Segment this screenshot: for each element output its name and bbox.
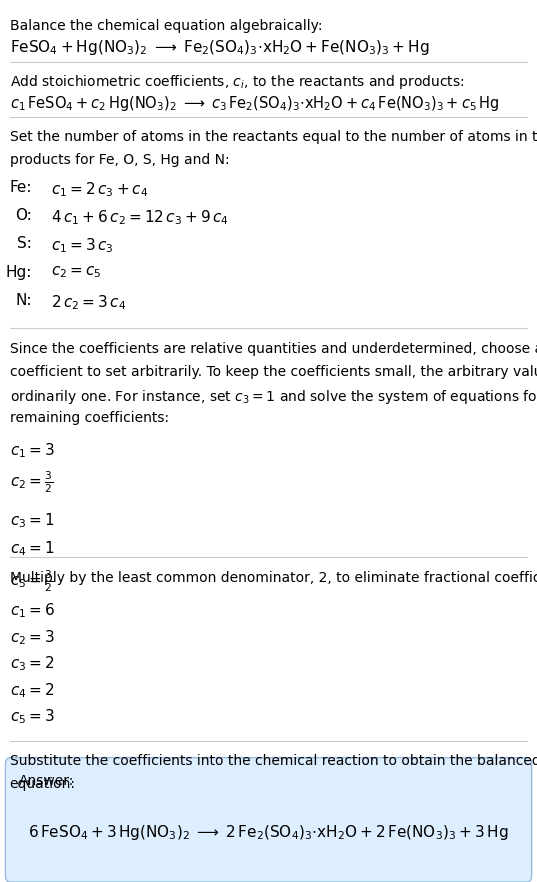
Text: equation:: equation: <box>10 777 76 791</box>
Text: $c_5 = \frac{3}{2}$: $c_5 = \frac{3}{2}$ <box>10 568 53 594</box>
Text: coefficient to set arbitrarily. To keep the coefficients small, the arbitrary va: coefficient to set arbitrarily. To keep … <box>10 365 537 379</box>
Text: S:: S: <box>17 236 32 251</box>
Text: Answer:: Answer: <box>19 774 75 788</box>
Text: Fe:: Fe: <box>10 180 32 195</box>
Text: Multiply by the least common denominator, 2, to eliminate fractional coefficient: Multiply by the least common denominator… <box>10 571 537 585</box>
Text: $2\,c_2 = 3\,c_4$: $2\,c_2 = 3\,c_4$ <box>51 293 126 311</box>
Text: $c_2 = 3$: $c_2 = 3$ <box>10 628 55 647</box>
Text: $c_4 = 2$: $c_4 = 2$ <box>10 681 54 699</box>
Text: $c_2 = c_5$: $c_2 = c_5$ <box>51 265 101 280</box>
Text: Add stoichiometric coefficients, $c_i$, to the reactants and products:: Add stoichiometric coefficients, $c_i$, … <box>10 73 465 91</box>
Text: Set the number of atoms in the reactants equal to the number of atoms in the: Set the number of atoms in the reactants… <box>10 130 537 144</box>
Text: $4\,c_1 + 6\,c_2 = 12\,c_3 + 9\,c_4$: $4\,c_1 + 6\,c_2 = 12\,c_3 + 9\,c_4$ <box>51 208 229 227</box>
Text: $c_4 = 1$: $c_4 = 1$ <box>10 540 54 558</box>
Text: O:: O: <box>16 208 32 223</box>
Text: $c_1 = 3\,c_3$: $c_1 = 3\,c_3$ <box>51 236 114 255</box>
Text: remaining coefficients:: remaining coefficients: <box>10 411 169 425</box>
Text: ordinarily one. For instance, set $c_3 = 1$ and solve the system of equations fo: ordinarily one. For instance, set $c_3 =… <box>10 388 537 406</box>
Text: products for Fe, O, S, Hg and N:: products for Fe, O, S, Hg and N: <box>10 153 229 167</box>
Text: Balance the chemical equation algebraically:: Balance the chemical equation algebraica… <box>10 19 322 34</box>
Text: $c_3 = 2$: $c_3 = 2$ <box>10 654 54 673</box>
Text: $c_2 = \frac{3}{2}$: $c_2 = \frac{3}{2}$ <box>10 469 53 495</box>
Text: $c_1 = 3$: $c_1 = 3$ <box>10 441 55 460</box>
Text: Since the coefficients are relative quantities and underdetermined, choose a: Since the coefficients are relative quan… <box>10 342 537 356</box>
Text: $c_1\,\mathrm{FeSO_4} + c_2\,\mathrm{Hg(NO_3)_2} \;\longrightarrow\; c_3\,\mathr: $c_1\,\mathrm{FeSO_4} + c_2\,\mathrm{Hg(… <box>10 94 499 114</box>
Text: Substitute the coefficients into the chemical reaction to obtain the balanced: Substitute the coefficients into the che… <box>10 754 537 768</box>
Text: $6\,\mathrm{FeSO_4} + 3\,\mathrm{Hg(NO_3)_2} \;\longrightarrow\; 2\,\mathrm{Fe_2: $6\,\mathrm{FeSO_4} + 3\,\mathrm{Hg(NO_3… <box>28 823 509 842</box>
Text: $c_1 = 2\,c_3 + c_4$: $c_1 = 2\,c_3 + c_4$ <box>51 180 148 198</box>
Text: $c_1 = 6$: $c_1 = 6$ <box>10 602 55 620</box>
Text: $c_5 = 3$: $c_5 = 3$ <box>10 707 55 726</box>
FancyBboxPatch shape <box>5 758 532 882</box>
Text: $\mathrm{FeSO_4 + Hg(NO_3)_2 \;\longrightarrow\; Fe_2(SO_4)_3{\cdot}xH_2O + Fe(N: $\mathrm{FeSO_4 + Hg(NO_3)_2 \;\longrigh… <box>10 38 429 57</box>
Text: $c_3 = 1$: $c_3 = 1$ <box>10 512 54 530</box>
Text: N:: N: <box>16 293 32 308</box>
Text: Hg:: Hg: <box>6 265 32 280</box>
